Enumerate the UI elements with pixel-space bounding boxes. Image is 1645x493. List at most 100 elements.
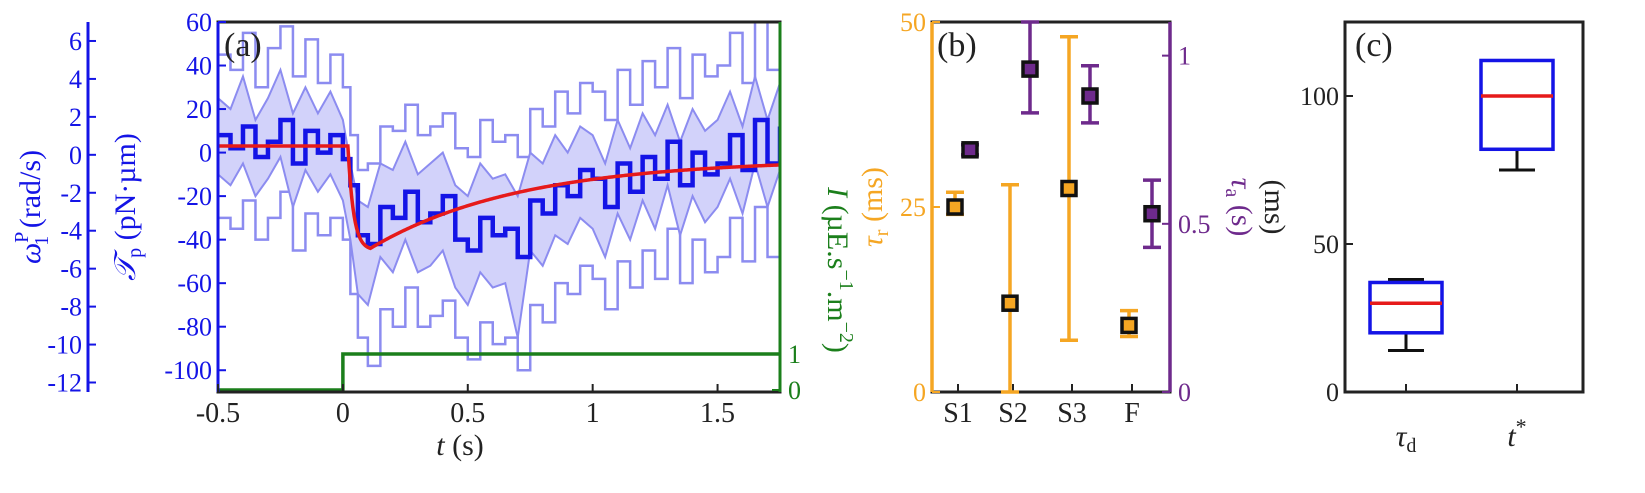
- tau-a-point-f-marker: [1143, 204, 1161, 223]
- category-label-s2: S2: [998, 398, 1028, 429]
- omega-tick-label: 0: [69, 141, 82, 170]
- y-tick-label: 50: [1313, 230, 1339, 259]
- mean-torque-line: [218, 117, 780, 260]
- category-label-f: F: [1124, 398, 1140, 429]
- tau-r-point-s1: [946, 190, 964, 217]
- omega-axis-label: ωP1 (rad/s): [11, 150, 53, 264]
- omega-axis-label-sym: ω: [14, 243, 47, 264]
- light-axis-label-exp1: −1: [835, 269, 857, 290]
- tau-a-axis-label-sym: τ: [1225, 178, 1258, 190]
- omega-tick-label: -8: [60, 293, 82, 322]
- panel-c-frame: [1343, 20, 1585, 394]
- std-band: [218, 66, 780, 338]
- tau-r-point-s1-marker: [946, 198, 964, 216]
- light-axis-label-exp2: −2: [835, 322, 857, 343]
- tau-a-axis-label-sub: a: [1221, 188, 1243, 197]
- x-axis-label-var: t: [436, 429, 445, 462]
- tau-a-axis-label: τa (s): [1221, 178, 1258, 237]
- light-axis-label-end: ): [821, 343, 854, 353]
- omega-tick-label: 4: [69, 65, 82, 94]
- tau-a-point-s2: [1021, 20, 1039, 115]
- category-t-star-sym: t: [1507, 420, 1516, 453]
- tau-r-tick-label: 50: [900, 8, 926, 37]
- tau-a-tick-label: 0: [1178, 378, 1191, 407]
- panel-b-ticks: 50 25 0 1 0.5 0 S1 S2 S3 F: [900, 8, 1211, 429]
- iqr-box: [1479, 58, 1555, 152]
- tau-r-axis-label-sym: τ: [856, 235, 889, 247]
- x-tick-label: -0.5: [196, 398, 240, 429]
- tau-r-axis-label: τr (ms): [856, 167, 893, 247]
- light-axis-label-unit: (µE.s: [821, 197, 854, 269]
- torque-tick-label: -40: [177, 226, 212, 255]
- omega-tick-label: -2: [60, 179, 82, 208]
- box-0: [1368, 278, 1444, 353]
- tau-r-axis-label-sub: r: [871, 229, 893, 236]
- tau-a-point-f: [1143, 178, 1161, 250]
- panel-b-label: (b): [937, 27, 977, 64]
- lower-envelope-line: [218, 190, 780, 372]
- upper-envelope-line: [218, 22, 780, 172]
- omega-tick-label: -6: [60, 255, 82, 284]
- tau-r-tick-label: 25: [900, 193, 926, 222]
- omega-tick-label: -4: [60, 217, 82, 246]
- x-axis-label: t (s): [436, 429, 484, 462]
- category-tau-d-sub: d: [1406, 435, 1416, 457]
- light-tick-label: 0: [788, 376, 801, 405]
- tau-r-point-s2-marker: [1001, 294, 1019, 312]
- category-t-star-sup: *: [1516, 414, 1527, 439]
- category-label-tau-d: τd: [1396, 420, 1417, 457]
- panel-c-boxes: [1368, 58, 1555, 353]
- x-tick-label: 0: [336, 398, 350, 429]
- category-label-s1: S1: [943, 398, 973, 429]
- light-axis-label: I (µE.s−1.m−2): [821, 186, 857, 353]
- omega-tick-label: 6: [69, 27, 82, 56]
- omega-tick-label: 2: [69, 103, 82, 132]
- y-tick-label: 0: [1326, 378, 1339, 407]
- torque-axis-label: 𝒯p (pN·µm): [109, 133, 146, 281]
- iqr-box: [1368, 280, 1444, 335]
- light-axis-label-sym: I: [821, 186, 854, 199]
- torque-tick-label: -80: [177, 313, 212, 342]
- panel-a-ticks: -0.5 0 0.5 1 1.56040200-20-40-60-80-1006420-…: [47, 8, 801, 429]
- tau-r-point-f-marker: [1120, 316, 1138, 335]
- tau-r-point-f: [1120, 308, 1138, 339]
- tau-a-point-s1: [961, 141, 979, 159]
- panel-a-plot-area: [218, 22, 780, 392]
- tau-a-point-s3: [1081, 63, 1099, 125]
- omega-tick-label: -10: [47, 331, 82, 360]
- torque-tick-label: -100: [164, 356, 212, 385]
- x-tick-label: 0.5: [450, 398, 485, 429]
- x-tick-label: 1.5: [700, 398, 735, 429]
- tau-a-tick-label: 0.5: [1178, 210, 1211, 239]
- box-1: [1479, 58, 1555, 172]
- tau-a-point-s2-marker: [1021, 60, 1039, 78]
- torque-tick-label: 60: [186, 8, 212, 37]
- tau-r-tick-label: 0: [913, 378, 926, 407]
- omega-tick-label: -12: [47, 369, 82, 398]
- fit-curve-line: [218, 144, 780, 251]
- light-axis-label-mid: .m: [821, 291, 854, 322]
- tau-a-point-s1-marker: [961, 141, 979, 159]
- torque-axis-label-unit: (pN·µm): [109, 133, 142, 248]
- tau-a-point-s3-marker: [1081, 87, 1099, 105]
- torque-axis-label-sub: p: [124, 248, 146, 258]
- category-tau-d-sym: τ: [1396, 420, 1408, 453]
- panel-a: -0.5 0 0.5 1 1.56040200-20-40-60-80-1006420-…: [11, 8, 857, 462]
- light-intensity-step-line: [218, 352, 780, 392]
- tau-r-point-s3: [1060, 35, 1078, 342]
- category-label-s3: S3: [1057, 398, 1087, 429]
- panel-b-markers: [946, 20, 1161, 394]
- y-axis-label-ms: (ms): [1258, 180, 1291, 235]
- tau-r-axis-label-unit: (ms): [856, 167, 889, 230]
- omega-axis-label-sub: 1: [31, 236, 53, 246]
- tau-r-point-s2: [1001, 183, 1019, 394]
- tau-r-point-s3-marker: [1060, 179, 1078, 198]
- x-tick-label: 1: [586, 398, 600, 429]
- torque-tick-label: -60: [177, 269, 212, 298]
- torque-tick-label: 0: [199, 139, 212, 168]
- tau-a-tick-label: 1: [1178, 42, 1191, 71]
- torque-tick-label: 20: [186, 95, 212, 124]
- omega-axis-label-sup: P: [11, 232, 33, 243]
- x-axis-label-unit: (s): [445, 429, 484, 462]
- category-label-t-star: t*: [1507, 414, 1526, 453]
